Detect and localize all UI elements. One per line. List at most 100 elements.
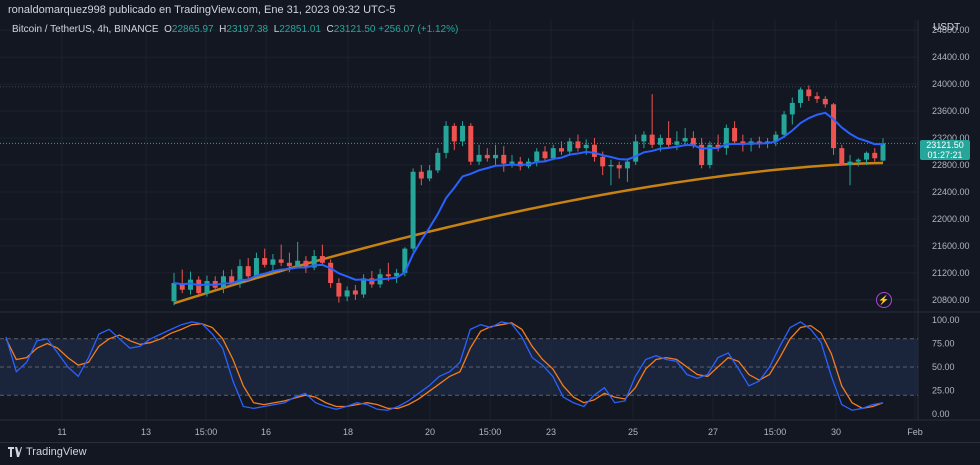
candle-body [806, 89, 812, 97]
candle-body [690, 138, 696, 145]
candle-body [179, 283, 185, 290]
candle-body [484, 154, 490, 159]
candle-body [460, 125, 466, 142]
ohlc-close: C23121.50 [326, 24, 376, 35]
candle-body [880, 143, 886, 161]
ema-slow [173, 161, 884, 305]
candle-body [196, 279, 202, 294]
price-tick-label: 23600.00 [932, 106, 970, 116]
candle-body [542, 151, 548, 159]
price-change: +256.07 (+1.12%) [378, 24, 459, 35]
candle-body [443, 125, 449, 153]
stoch-d-line [5, 322, 884, 410]
candle-body [468, 125, 474, 162]
candle-body [435, 152, 441, 171]
candle-body [600, 156, 606, 167]
candle-body [583, 144, 589, 149]
candle-body [237, 266, 243, 284]
candle-body [534, 151, 540, 162]
time-tick-label: 18 [343, 427, 353, 437]
candle-body [633, 141, 639, 162]
brand-name: TradingView [26, 446, 87, 458]
last-price-tag: 23121.50 01:27:21 [920, 140, 970, 160]
candle-body [847, 161, 853, 165]
candle-body [319, 256, 325, 263]
price-tick-label: 23200.00 [932, 133, 970, 143]
stoch-k-line [5, 321, 884, 411]
candle-body [509, 161, 515, 164]
candle-body [641, 134, 647, 142]
candle-body [814, 96, 820, 99]
stoch-tick-label: 50.00 [932, 362, 955, 372]
candle-body [839, 148, 845, 165]
price-tick-label: 22800.00 [932, 160, 970, 170]
tradingview-brand[interactable]: TradingView [8, 446, 87, 458]
candle-body [253, 258, 259, 277]
candle-body [657, 138, 663, 145]
candle-body [864, 152, 870, 160]
candle-body [402, 248, 408, 273]
candle-body [756, 141, 762, 144]
candle-body [286, 262, 292, 267]
candle-body [361, 278, 367, 295]
candle-body [682, 138, 688, 142]
candle-body [715, 144, 721, 149]
candle-body [649, 134, 655, 145]
candle-body [732, 127, 738, 142]
price-tick-label: 24400.00 [932, 52, 970, 62]
candle-body [229, 276, 235, 284]
stoch-axis[interactable]: 100.00 75.00 50.00 25.00 0.00 [932, 315, 960, 419]
price-tick-label: 20800.00 [932, 295, 970, 305]
candle-body [822, 98, 828, 105]
candle-body [220, 276, 226, 288]
candle-body [427, 170, 433, 179]
stoch-tick-label: 100.00 [932, 315, 960, 325]
candle-body [394, 272, 400, 277]
candle-body [451, 125, 457, 142]
time-tick-label: 20 [425, 427, 435, 437]
ohlc-low: L22851.01 [273, 24, 321, 35]
candle-body [550, 148, 556, 159]
candle-body [575, 141, 581, 149]
candle-body [798, 89, 804, 103]
candle-body [707, 144, 713, 165]
candle-body [558, 148, 564, 152]
tradingview-logo-icon [8, 447, 22, 457]
candle-body [616, 165, 622, 169]
candle-body [567, 141, 573, 152]
price-tick-label: 24000.00 [932, 79, 970, 89]
last-price: 23121.50 [926, 140, 964, 150]
candle-body [385, 274, 391, 277]
time-tick-label: 25 [628, 427, 638, 437]
time-tick-label: 16 [261, 427, 271, 437]
candle-body [872, 152, 878, 159]
price-tick-label: 22000.00 [932, 214, 970, 224]
ema-fast [173, 111, 884, 287]
lightning-icon[interactable]: ⚡ [876, 292, 892, 308]
candle-body [278, 259, 284, 263]
time-tick-label: 13 [141, 427, 151, 437]
time-tick-label: 15:00 [764, 427, 787, 437]
candle-body [781, 114, 787, 135]
time-tick-label: 23 [546, 427, 556, 437]
symbol-legend[interactable]: Bitcoin / TetherUS, 4h, BINANCE O22865.9… [12, 24, 458, 35]
time-tick-label: 27 [708, 427, 718, 437]
price-axis[interactable]: 24800.00 24400.00 24000.00 23600.00 23200.00… [932, 25, 970, 305]
candle-body [328, 262, 334, 284]
publisher-bar: ronaldomarquez998 publicado en TradingVi… [0, 0, 980, 20]
candle-body [591, 144, 597, 157]
currency-label: USDT [933, 22, 961, 33]
price-tick-label: 21200.00 [932, 268, 970, 278]
time-tick-label: 30 [831, 427, 841, 437]
time-tick-label: 11 [57, 427, 66, 437]
ohlc-high: H23197.38 [219, 24, 269, 35]
candle-body [171, 283, 177, 302]
candle-body [674, 141, 680, 145]
candle-body [410, 171, 416, 249]
time-axis[interactable]: 11 13 15:00 16 18 20 15:00 23 25 27 15:00 30 Feb [57, 427, 922, 437]
candle-body [270, 259, 276, 265]
symbol-name: Bitcoin / TetherUS, 4h, BINANCE [12, 24, 159, 35]
candle-body [295, 260, 301, 267]
candle-body [624, 161, 630, 169]
